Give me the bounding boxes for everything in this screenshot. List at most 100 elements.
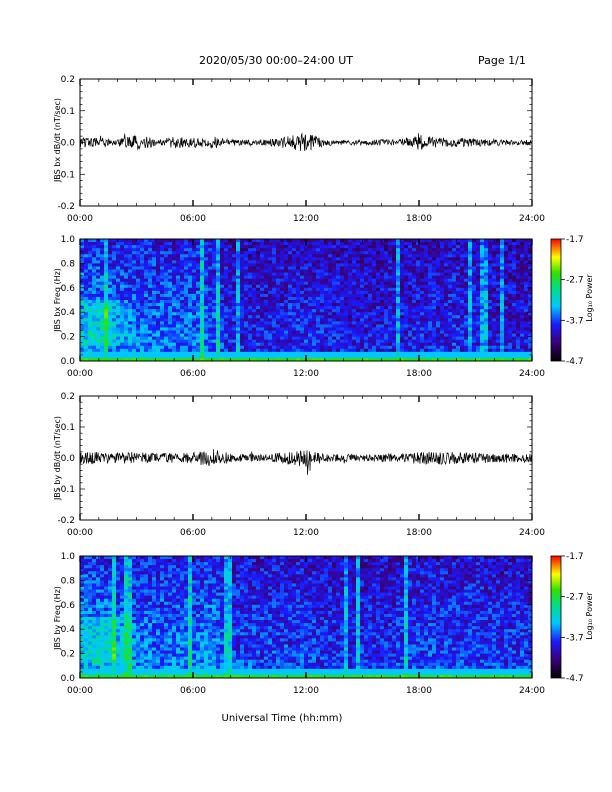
spectrogram-cell — [88, 577, 93, 581]
spectrogram-cell — [392, 263, 397, 267]
spectrogram-cell — [452, 303, 457, 307]
spectrogram-cell — [248, 296, 253, 301]
spectrogram-cell — [192, 345, 197, 350]
spectrogram-cell — [132, 315, 137, 319]
spectrogram-cell — [176, 318, 181, 322]
spectrogram-cell — [124, 312, 129, 316]
spectrogram-cell — [204, 284, 209, 289]
spectrogram-cell — [120, 293, 125, 298]
spectrogram-cell — [316, 309, 321, 313]
spectrogram-cell — [108, 321, 113, 325]
spectrogram-cell — [220, 342, 225, 347]
spectrogram-cell — [408, 254, 413, 258]
spectrogram-cell — [356, 354, 361, 359]
spectrogram-cell — [300, 339, 305, 344]
spectrogram-cell — [480, 318, 485, 322]
spectrogram-cell — [384, 336, 389, 341]
spectrogram-cell — [416, 272, 421, 276]
spectrogram-cell — [128, 254, 133, 258]
spectrogram-cell — [292, 318, 297, 322]
spectrogram-cell — [452, 272, 457, 276]
spectrogram-cell — [284, 254, 289, 258]
spectrogram-cell — [316, 312, 321, 316]
spectrogram-cell — [332, 275, 337, 280]
spectrogram-cell — [456, 351, 461, 356]
spectrogram-cell — [312, 318, 317, 322]
spectrogram-cell — [520, 263, 525, 267]
spectrogram-cell — [328, 263, 333, 267]
spectrogram-cell — [280, 312, 285, 316]
spectrogram-cell — [428, 324, 433, 328]
spectrogram-cell — [196, 245, 201, 249]
spectrogram-cell — [388, 251, 393, 255]
spectrogram-cell — [408, 275, 413, 280]
spectrogram-cell — [420, 251, 425, 255]
spectrogram-cell — [272, 318, 277, 322]
spectrogram-cell — [328, 315, 333, 319]
spectrogram-cell — [492, 321, 497, 325]
spectrogram-cell — [252, 336, 257, 341]
spectrogram-cell — [364, 309, 369, 313]
spectrogram-cell — [240, 300, 245, 304]
spectrogram-cell — [256, 260, 261, 264]
spectrogram-cell — [356, 245, 361, 249]
spectrogram-cell — [416, 242, 421, 246]
spectrogram-cell — [424, 333, 429, 337]
spectrogram-cell — [264, 242, 269, 246]
spectrogram-cell — [308, 336, 313, 341]
spectrogram-cell — [140, 321, 145, 325]
spectrogram-cell — [148, 306, 153, 310]
spectrogram-cell — [144, 315, 149, 319]
spectrogram-cell — [324, 281, 329, 286]
spectrogram-cell — [188, 287, 193, 292]
spectrogram-cell — [172, 284, 177, 289]
spectrogram-cell — [396, 354, 401, 359]
spectrogram-cell — [300, 257, 305, 261]
spectrogram-cell — [108, 333, 113, 337]
spectrogram-cell — [412, 263, 417, 267]
spectrogram-cell — [492, 342, 497, 347]
spectrogram-cell — [176, 242, 181, 246]
spectrogram-cell — [300, 300, 305, 304]
spectrogram-cell — [96, 309, 101, 313]
spectrogram-cell — [208, 309, 213, 313]
spectrogram-cell — [528, 278, 533, 283]
spectrogram-cell — [404, 245, 409, 249]
spectrogram-cell — [364, 254, 369, 258]
spectrogram-cell — [528, 339, 533, 344]
spectrogram-cell — [348, 269, 353, 273]
spectrogram-cell — [472, 333, 477, 337]
spectrogram-cell — [436, 300, 441, 304]
spectrogram-cell — [448, 248, 453, 252]
spectrogram-cell — [268, 260, 273, 264]
spectrogram-cell — [388, 348, 393, 353]
spectrogram-cell — [360, 260, 365, 264]
spectrogram-cell — [344, 348, 349, 353]
spectrogram-cell — [336, 296, 341, 301]
spectrogram-cell — [388, 272, 393, 276]
spectrogram-cell — [248, 336, 253, 341]
spectrogram-cell — [280, 242, 285, 246]
spectrogram-cell — [240, 312, 245, 316]
spectrogram-cell — [192, 278, 197, 283]
spectrogram-cell — [144, 324, 149, 328]
spectrogram-cell — [92, 351, 97, 356]
spectrogram-cell — [392, 245, 397, 249]
spectrogram-cell — [196, 312, 201, 316]
spectrogram-cell — [364, 339, 369, 344]
spectrogram-cell — [164, 330, 169, 334]
spectrogram-cell — [188, 315, 193, 319]
spectrogram-cell — [388, 257, 393, 261]
spectrogram-cell — [100, 272, 105, 276]
spectrogram-cell — [404, 293, 409, 298]
spectrogram-cell — [472, 339, 477, 344]
spectrogram-cell — [196, 266, 201, 270]
spectrogram-cell — [372, 287, 377, 292]
spectrogram-cell — [168, 321, 173, 325]
spectrogram-cell — [364, 330, 369, 334]
spectrogram-cell — [492, 318, 497, 322]
spectrogram-cell — [356, 345, 361, 350]
spectrogram-cell — [360, 266, 365, 270]
spectrogram-cell — [480, 321, 485, 325]
spectrogram-cell — [316, 266, 321, 270]
